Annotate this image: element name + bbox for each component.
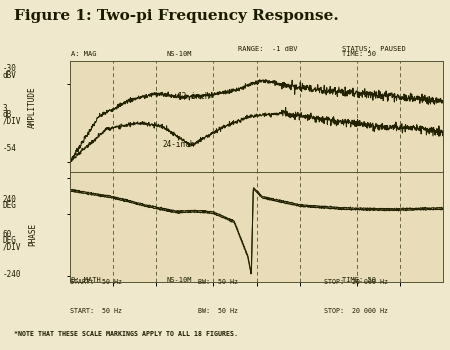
Text: START:  50 Hz: START: 50 Hz [70, 308, 122, 314]
Text: BW:  50 Hz: BW: 50 Hz [198, 308, 238, 314]
Text: 240: 240 [2, 195, 16, 204]
Text: START:  50 Hz: START: 50 Hz [70, 279, 122, 285]
Text: BW:  50 Hz: BW: 50 Hz [198, 279, 238, 285]
Text: 24-inch: 24-inch [162, 140, 194, 149]
Text: Figure 1: Two-pi Frequency Response.: Figure 1: Two-pi Frequency Response. [14, 9, 338, 23]
Text: 60: 60 [2, 230, 12, 239]
Text: NS-10M: NS-10M [166, 51, 192, 57]
Text: TIME: 50: TIME: 50 [342, 51, 376, 57]
Text: STOP:  20 000 Hz: STOP: 20 000 Hz [324, 308, 388, 314]
Text: NS-10M: NS-10M [166, 277, 192, 283]
Text: AMPLITUDE: AMPLITUDE [28, 86, 37, 127]
Text: *NOTE THAT THESE SCALE MARKINGS APPLY TO ALL 18 FIGURES.: *NOTE THAT THESE SCALE MARKINGS APPLY TO… [14, 331, 238, 337]
Text: DEG: DEG [2, 236, 16, 245]
Text: B: MATH: B: MATH [71, 277, 101, 283]
Text: STATUS:  PAUSED: STATUS: PAUSED [342, 47, 406, 52]
Text: PHASE: PHASE [28, 223, 37, 246]
Text: /DIV: /DIV [2, 117, 21, 126]
Text: 12-inch: 12-inch [177, 92, 210, 100]
Text: DEG: DEG [2, 201, 16, 210]
Text: STOP:  20 000 Hz: STOP: 20 000 Hz [324, 279, 388, 285]
Text: 3: 3 [2, 104, 7, 113]
Text: -54: -54 [2, 144, 16, 153]
Text: RANGE:  -1 dBV: RANGE: -1 dBV [238, 47, 298, 52]
Text: A: MAG: A: MAG [71, 51, 97, 57]
Text: dBV: dBV [2, 71, 16, 80]
Text: /DIV: /DIV [2, 243, 21, 252]
Text: -30: -30 [2, 64, 16, 73]
Text: dB: dB [2, 110, 12, 119]
Text: -240: -240 [2, 270, 21, 279]
Text: TIME: 50: TIME: 50 [342, 277, 376, 283]
